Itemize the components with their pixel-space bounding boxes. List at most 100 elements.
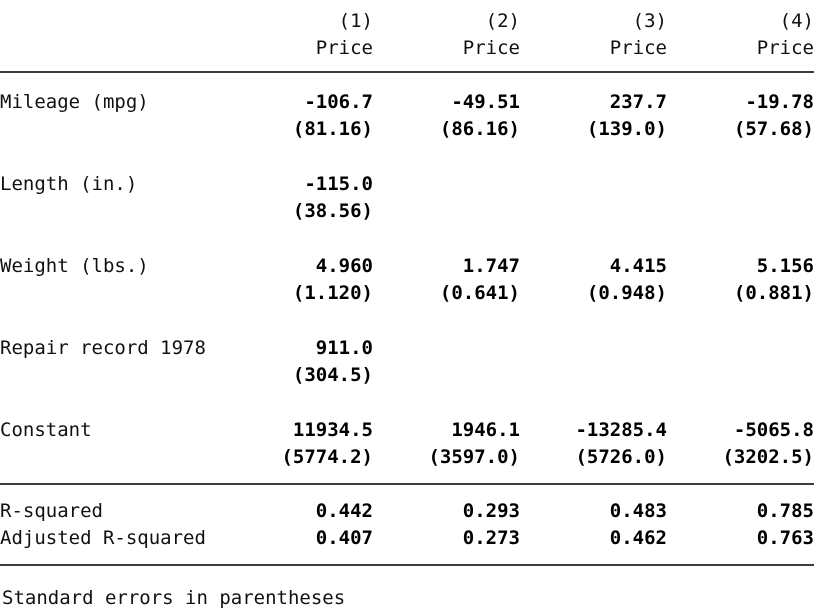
se-cell [667,198,814,225]
row-label: Mileage (mpg) [0,91,149,113]
spacer-row [0,225,814,253]
coef-cell: -19.78 [745,91,814,113]
se-cell: (0.881) [733,282,814,304]
coef-cell: 237.7 [609,91,667,113]
coef-cell: 1.747 [462,255,520,277]
model-number-header: (1) [338,10,373,32]
se-cell: (5774.2) [281,446,373,468]
se-cell: (3202.5) [722,446,814,468]
stat-value: 0.273 [462,527,520,549]
se-cell [520,362,667,389]
se-cell: (0.641) [439,282,520,304]
spacer-row [0,389,814,417]
table-note: Standard errors in parentheses [2,587,346,609]
coef-cell: -49.51 [451,91,520,113]
row-label: Length (in.) [0,173,138,195]
row-label: Repair record 1978 [0,337,206,359]
dep-var-header: Price [609,37,667,59]
stat-row: Adjusted R-squared 0.407 0.273 0.462 0.763 [0,525,814,565]
stats-body: R-squared 0.442 0.293 0.483 0.785 Adjusted R-… [0,484,814,565]
coef-cell: 1946.1 [451,419,520,441]
stat-value: 0.442 [315,500,373,522]
se-cell: (86.16) [439,118,520,140]
model-number-header: (2) [485,10,520,32]
model-number-header: (4) [779,10,814,32]
coef-cell [667,335,814,362]
coef-row: Mileage (mpg) -106.7 -49.51 237.7 -19.78 [0,89,814,116]
spacer-cell [0,143,814,171]
row-label-empty [0,280,226,307]
coef-cell: 4.960 [315,255,373,277]
coef-cell [373,335,520,362]
row-label-empty [0,362,226,389]
corner-cell [0,0,226,35]
model-number-row: (1) (2) (3) (4) [0,0,814,35]
stat-value: 0.483 [609,500,667,522]
regression-table: (1) (2) (3) (4) Price Price Price Price Mileage … [0,0,814,565]
spacer-row [0,143,814,171]
stat-label: Adjusted R-squared [0,527,206,549]
coef-row: Weight (lbs.) 4.960 1.747 4.415 5.156 [0,253,814,280]
stat-label: R-squared [0,500,103,522]
row-label-empty [0,444,226,471]
spacer-cell [0,72,814,89]
stat-value: 0.462 [609,527,667,549]
spacer-cell [0,307,814,335]
se-cell [520,198,667,225]
table-head: (1) (2) (3) (4) Price Price Price Price [0,0,814,72]
se-cell: (3597.0) [428,446,520,468]
se-cell: (81.16) [292,118,373,140]
spacer-cell [0,389,814,417]
dep-var-header: Price [315,37,373,59]
spacer-cell [0,225,814,253]
model-number-header: (3) [632,10,667,32]
row-label: Weight (lbs.) [0,255,149,277]
se-cell [373,198,520,225]
se-cell: (38.56) [292,200,373,222]
row-label-empty [0,116,226,143]
coef-cell: 5.156 [756,255,814,277]
coef-row: Constant 11934.5 1946.1 -13285.4 -5065.8 [0,417,814,444]
se-cell [373,362,520,389]
corner-cell [0,35,226,72]
se-row: (304.5) [0,362,814,389]
se-cell: (1.120) [292,282,373,304]
coef-cell: -13285.4 [575,419,667,441]
stat-row: R-squared 0.442 0.293 0.483 0.785 [0,484,814,525]
stat-value: 0.785 [756,500,814,522]
se-cell: (139.0) [586,118,667,140]
dep-var-header: Price [462,37,520,59]
coef-cell: -106.7 [304,91,373,113]
row-label-empty [0,198,226,225]
coef-row: Repair record 1978 911.0 [0,335,814,362]
coef-cell: -5065.8 [733,419,814,441]
coef-cell: 11934.5 [292,419,373,441]
coef-row: Length (in.) -115.0 [0,171,814,198]
se-row: (1.120) (0.641) (0.948) (0.881) [0,280,814,307]
se-cell: (304.5) [292,364,373,386]
coef-cell: 911.0 [315,337,373,359]
se-row: (81.16) (86.16) (139.0) (57.68) [0,116,814,143]
se-row: (38.56) [0,198,814,225]
coef-cell [373,171,520,198]
coef-cell: -115.0 [304,173,373,195]
coef-cell [520,171,667,198]
row-label: Constant [0,419,92,441]
se-cell [667,362,814,389]
coef-cell [667,171,814,198]
spacer-row [0,72,814,89]
se-cell: (0.948) [586,282,667,304]
se-cell: (5726.0) [575,446,667,468]
stat-value: 0.763 [756,527,814,549]
se-cell: (57.68) [733,118,814,140]
coef-cell [520,335,667,362]
coef-cell: 4.415 [609,255,667,277]
stat-value: 0.407 [315,527,373,549]
se-row: (5774.2) (3597.0) (5726.0) (3202.5) [0,444,814,471]
spacer-cell [0,471,814,484]
coefficient-body: Mileage (mpg) -106.7 -49.51 237.7 -19.78 (81.… [0,72,814,484]
dep-var-row: Price Price Price Price [0,35,814,72]
spacer-row [0,471,814,484]
spacer-row [0,307,814,335]
